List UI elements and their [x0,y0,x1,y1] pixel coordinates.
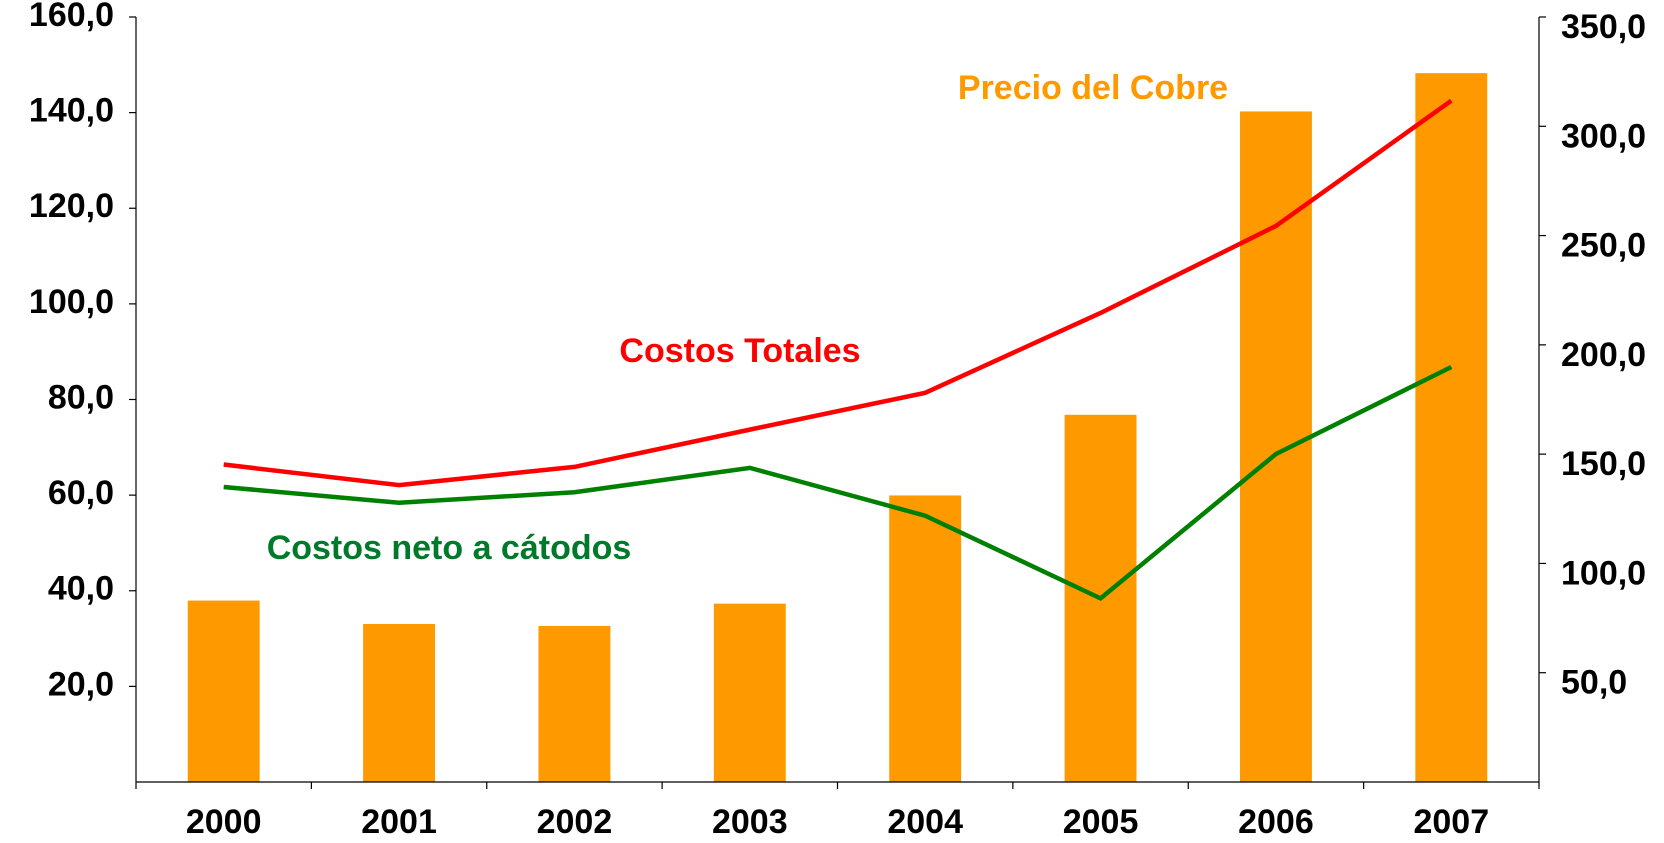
bar [363,623,436,782]
y2-tick-label: 250,0 [1561,227,1646,265]
series-label: Precio del Cobre [958,69,1228,107]
y-tick-label: 40,0 [48,570,114,608]
series-label: Costos neto a cátodos [267,529,632,567]
y-tick-label: 20,0 [48,665,114,703]
x-tick-label: 2005 [1063,803,1139,841]
y2-tick-label: 350,0 [1561,8,1646,46]
bar [1415,73,1488,783]
x-tick-label: 2003 [712,803,788,841]
y2-tick-label: 100,0 [1561,554,1646,592]
bar [538,625,611,782]
y2-tick-label: 50,0 [1561,664,1627,702]
x-tick-label: 2000 [186,803,262,841]
line [223,98,1453,488]
bar [187,600,260,782]
x-tick-label: 2002 [537,803,613,841]
y-tick-label: 100,0 [29,283,114,321]
y2-tick-label: 300,0 [1561,117,1646,155]
x-tick-label: 2007 [1413,803,1489,841]
y-tick-label: 120,0 [29,187,114,225]
x-tick-label: 2001 [361,803,437,841]
y2-tick-label: 200,0 [1561,336,1646,374]
line [223,364,1453,602]
x-tick-label: 2006 [1238,803,1314,841]
series-label: Costos Totales [619,332,860,370]
y2-tick-label: 150,0 [1561,445,1646,483]
y-tick-label: 140,0 [29,92,114,130]
bar [889,495,962,782]
bar [713,603,786,782]
y-tick-label: 60,0 [48,474,114,512]
y-tick-label: 160,0 [29,0,114,34]
x-tick-label: 2004 [887,803,963,841]
bar [1239,111,1312,783]
y-tick-label: 80,0 [48,378,114,416]
